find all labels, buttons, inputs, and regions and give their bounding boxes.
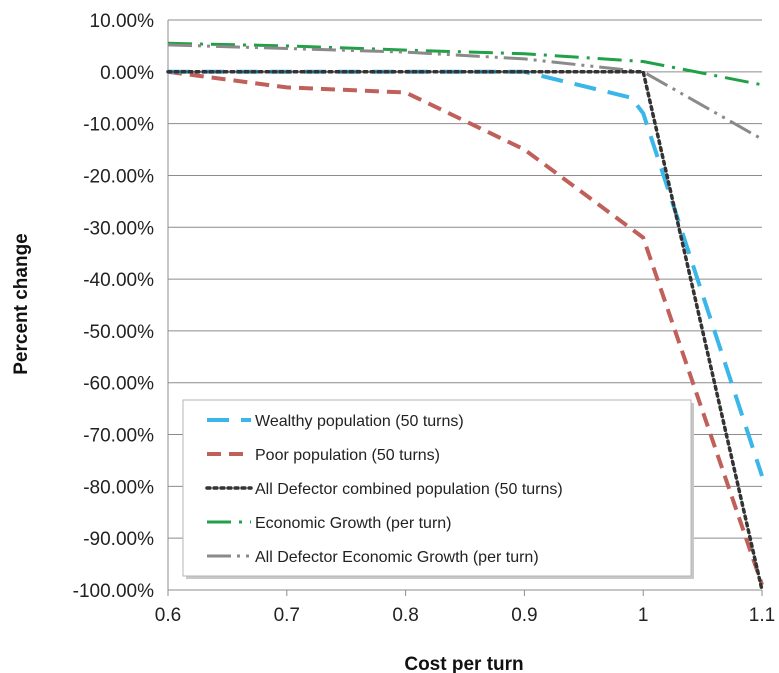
y-tick-label: -60.00%: [83, 374, 154, 395]
legend-label: Poor population (50 turns): [255, 447, 440, 464]
x-tick-label: 0.9: [511, 605, 537, 626]
y-tick-labels: 10.00% 0.00% -10.00% -20.00% -30.00% -40.00% -…: [73, 11, 154, 602]
legend-label: All Defector Economic Growth (per turn): [255, 549, 539, 566]
x-tick-label: 0.7: [274, 605, 300, 626]
y-tick-label: -100.00%: [73, 581, 154, 602]
legend-label: Wealthy population (50 turns): [255, 413, 464, 430]
legend-box: [182, 399, 692, 577]
series-line-3: [166, 70, 764, 592]
y-tick-label: -90.00%: [83, 529, 154, 550]
y-tick-label: -40.00%: [83, 270, 154, 291]
x-tick-label: 0.6: [155, 605, 181, 626]
legend-label: Economic Growth (per turn): [255, 515, 452, 532]
series-lines: [166, 41, 764, 592]
x-tick-label: 1.1: [749, 605, 775, 626]
legend-label: All Defector combined population (50 tur…: [255, 481, 563, 498]
series-line-4: [167, 41, 763, 87]
y-tick-label: -30.00%: [83, 218, 154, 239]
x-tick-label: 0.8: [392, 605, 418, 626]
series-line-2: [167, 69, 764, 586]
y-tick-label: -20.00%: [83, 166, 154, 187]
y-tick-label: -70.00%: [83, 426, 154, 447]
x-tick-labels: 0.6 0.7 0.8 0.9 1 1.1: [155, 605, 775, 626]
x-axis-title: Cost per turn: [404, 654, 523, 673]
y-tick-label: 0.00%: [100, 63, 154, 84]
y-axis-title: Percent change: [11, 233, 32, 375]
series-line-5: [167, 43, 763, 141]
y-tick-label: -80.00%: [83, 477, 154, 498]
y-tick-label: 10.00%: [90, 11, 155, 32]
y-tick-label: -10.00%: [83, 115, 154, 136]
x-tick-label: 1: [638, 605, 649, 626]
series-line-1: [168, 69, 764, 477]
y-tick-label: -50.00%: [83, 322, 154, 343]
legend: Wealthy population (50 turns) Poor popula…: [182, 399, 694, 579]
